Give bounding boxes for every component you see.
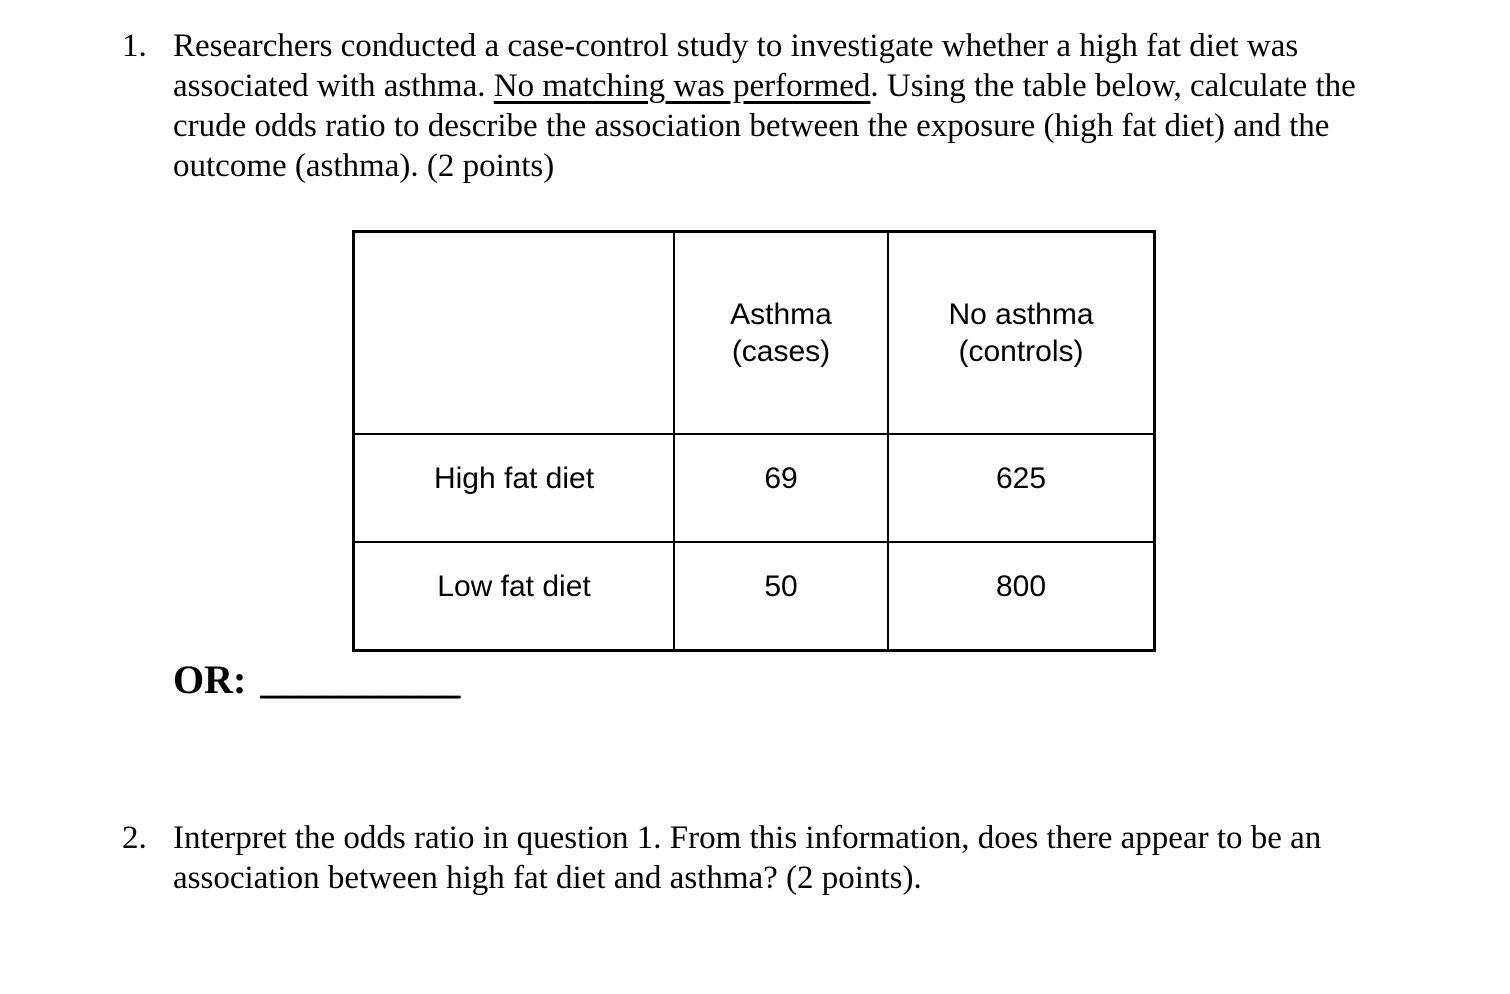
table-row-high-fat: High fat diet 69 625	[352, 433, 1156, 543]
question-2-number: 2.	[122, 820, 147, 856]
table-header-cases: Asthma (cases)	[673, 230, 889, 435]
table-cell-controls: 625	[887, 433, 1156, 543]
table-cell-cases: 69	[673, 433, 889, 543]
exposure-outcome-table: Asthma (cases) No asthma (controls) High…	[352, 230, 1156, 652]
table-cell-cases: 50	[673, 541, 889, 652]
question-1-text-underlined: No matching was performed	[493, 68, 871, 104]
table-header-cases-line2: (cases)	[731, 335, 831, 368]
question-2: 2. Interpret the odds ratio in question …	[122, 818, 1424, 898]
question-1-number: 1.	[122, 28, 147, 64]
table-corner-cell	[352, 230, 675, 435]
odds-ratio-label: OR:	[173, 657, 247, 702]
odds-ratio-answer-line: OR: __________	[173, 656, 460, 704]
table-header-controls-line2: (controls)	[958, 335, 1084, 368]
table-header-controls-line1: No asthma	[948, 298, 1094, 331]
table-cell-controls: 800	[887, 541, 1156, 652]
question-1: 1. Researchers conducted a case-control …	[122, 26, 1424, 186]
question-1-text-before: Researchers conducted a case-control stu…	[173, 28, 1299, 104]
table-header-controls: No asthma (controls)	[887, 230, 1156, 435]
question-1-text-after: . Using the table below, calculate the c…	[173, 68, 1356, 184]
table-row-low-fat: Low fat diet 50 800	[352, 541, 1156, 652]
table-row-label: High fat diet	[352, 433, 675, 543]
table-row-label: Low fat diet	[352, 541, 675, 652]
odds-ratio-blank: __________	[260, 657, 461, 702]
question-1-text: Researchers conducted a case-control stu…	[173, 26, 1424, 186]
question-2-text: Interpret the odds ratio in question 1. …	[173, 820, 1322, 896]
table-header-row: Asthma (cases) No asthma (controls)	[352, 230, 1156, 435]
table-header-cases-line1: Asthma	[730, 298, 832, 331]
